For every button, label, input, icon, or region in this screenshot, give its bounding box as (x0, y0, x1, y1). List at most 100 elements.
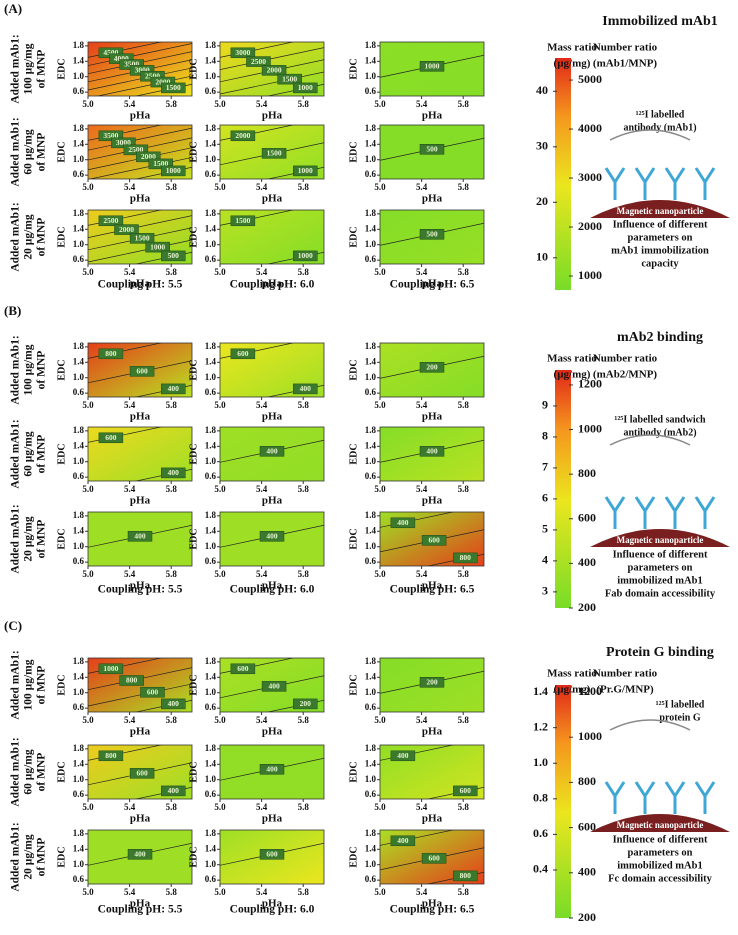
y-tick-label: 0.6 (73, 254, 85, 264)
x-axis-label: pHa (262, 495, 283, 507)
contour-label: 3000 (116, 138, 131, 147)
colorbar-header: Number ratio (593, 353, 658, 365)
contour-line (88, 127, 192, 151)
y-tick-label: 0.6 (73, 471, 85, 481)
contour-label: 2000 (235, 131, 250, 140)
y-tick-label: 1.8 (205, 425, 217, 435)
colorbar-tick-label: 600 (578, 819, 596, 833)
y-tick-label: 1.8 (205, 341, 217, 351)
contour-label-box (161, 250, 186, 262)
contour-label: 3000 (235, 48, 250, 57)
contour-label: 600 (237, 664, 249, 673)
row-label: of MNP (36, 435, 48, 474)
contour-label: 2500 (251, 57, 266, 66)
x-tick-label: 5.0 (214, 182, 226, 192)
x-axis-label: pHa (262, 580, 283, 592)
contour-label-box (230, 130, 256, 142)
caption: Fc domain accessibility (608, 873, 713, 884)
y-tick-label: 1.0 (365, 154, 377, 164)
contour-label-box (98, 750, 124, 762)
colorbar-tick-label: 0.4 (533, 862, 548, 876)
y-tick-label: 1.0 (365, 859, 377, 869)
x-tick-label: 5.0 (82, 484, 94, 494)
contour-label-box (390, 517, 416, 529)
contour-label: 400 (268, 682, 280, 691)
y-axis-label: EDC (348, 761, 359, 782)
antibody (664, 781, 686, 814)
x-tick-label: 5.0 (82, 802, 94, 812)
row-label: of MNP (36, 351, 48, 390)
y-axis-label: EDC (56, 443, 67, 464)
x-tick-label: 5.8 (458, 267, 470, 277)
y-axis-label: EDC (56, 528, 67, 549)
y-tick-label: 1.0 (73, 456, 85, 466)
y-tick-label: 1.0 (73, 154, 85, 164)
row-label: 20 µg/mg (23, 834, 35, 880)
row-label: 60 µg/mg (23, 129, 35, 175)
y-tick-label: 0.6 (205, 789, 217, 799)
colorbar-tick-label: 600 (578, 511, 596, 525)
contour-label-box (419, 144, 445, 155)
y-axis-label: EDC (188, 846, 199, 867)
contour-label: 400 (168, 384, 180, 393)
contour-label: 1000 (298, 251, 313, 260)
contour-label-box (140, 686, 165, 698)
x-tick-label: 5.0 (82, 569, 94, 579)
y-tick-label: 1.0 (73, 541, 85, 551)
y-tick-label: 0.6 (365, 387, 377, 397)
column-label: Coupling pH: 6.5 (390, 279, 475, 291)
x-tick-label: 5.8 (458, 887, 470, 897)
colorbar-header: Mass ratio (547, 668, 597, 680)
y-tick-label: 1.4 (365, 525, 377, 535)
antibody (634, 496, 656, 529)
x-tick-label: 5.8 (166, 569, 178, 579)
y-tick-label: 0.6 (365, 471, 377, 481)
contour-label: 1000 (150, 242, 165, 251)
y-tick-label: 1.0 (205, 541, 217, 551)
x-tick-label: 5.8 (166, 484, 178, 494)
contour-line (88, 683, 192, 707)
contour-label: 600 (428, 854, 440, 863)
x-tick-label: 5.0 (374, 267, 386, 277)
y-tick-label: 1.8 (205, 510, 217, 520)
y-tick-label: 1.8 (365, 743, 377, 753)
row-label: of MNP (36, 520, 48, 559)
caption: mAb1 immobilization (611, 245, 709, 256)
y-tick-label: 1.4 (365, 223, 377, 233)
contour-label-box (453, 785, 478, 797)
y-tick-label: 1.8 (205, 123, 217, 133)
row-label: 60 µg/mg (23, 749, 35, 795)
x-tick-label: 5.4 (124, 802, 136, 812)
y-tick-label: 1.4 (73, 525, 85, 535)
y-tick-label: 1.0 (205, 239, 217, 249)
x-tick-label: 5.0 (374, 569, 386, 579)
y-tick-label: 1.0 (205, 456, 217, 466)
y-tick-label: 0.6 (73, 169, 85, 179)
contour-label: 2500 (128, 145, 143, 154)
x-tick-label: 5.4 (124, 484, 136, 494)
y-tick-label: 1.4 (73, 758, 85, 768)
y-tick-label: 0.6 (205, 702, 217, 712)
x-tick-label: 5.4 (256, 182, 268, 192)
y-tick-label: 0.6 (205, 86, 217, 96)
y-axis-label: EDC (56, 846, 67, 867)
row-label: Added mAb1: (10, 737, 22, 806)
y-tick-label: 1.4 (205, 356, 217, 366)
contour-label: 400 (426, 447, 438, 456)
colorbar-tick-label: 9 (542, 398, 548, 412)
x-tick-label: 5.8 (298, 887, 310, 897)
x-tick-label: 5.0 (374, 802, 386, 812)
row-label: 60 µg/mg (23, 431, 35, 477)
y-tick-label: 1.8 (73, 208, 85, 218)
column-label: Coupling pH: 5.5 (98, 279, 183, 291)
contour-label: 1500 (153, 159, 168, 168)
probe-label: ¹²⁵I labelled (656, 699, 705, 710)
y-tick-label: 0.6 (73, 86, 85, 96)
x-axis-label: pHa (130, 580, 151, 592)
colorbar-tick-label: 400 (578, 555, 596, 569)
x-axis-label: pHa (422, 193, 443, 205)
x-tick-label: 5.0 (374, 887, 386, 897)
caption: parameters on (627, 562, 692, 573)
contour-label-box (453, 870, 478, 882)
row-label: of MNP (36, 133, 48, 172)
